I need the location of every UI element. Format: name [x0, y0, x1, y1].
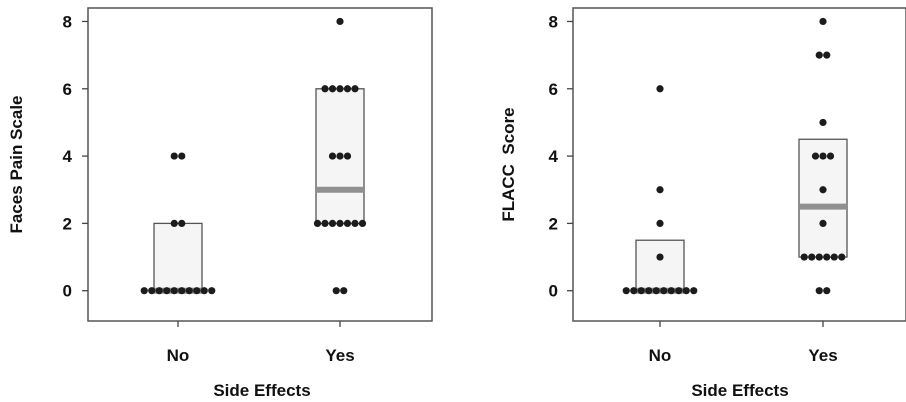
y-tick-label: 8: [63, 12, 72, 31]
data-point: [343, 219, 352, 227]
data-point: [819, 219, 827, 227]
data-point: [170, 219, 178, 227]
data-point: [826, 152, 835, 160]
data-point: [652, 287, 660, 295]
data-point: [838, 253, 846, 261]
y-tick-label: 0: [63, 282, 72, 301]
data-point: [332, 287, 340, 295]
x-axis-title: Side Effects: [691, 381, 788, 400]
data-point: [815, 253, 823, 261]
x-axis-title: Side Effects: [213, 381, 310, 400]
data-point: [819, 186, 827, 194]
data-point: [630, 287, 638, 295]
y-axis-title: FLACC Score: [499, 107, 518, 221]
data-point: [819, 17, 827, 26]
data-point: [321, 85, 329, 93]
data-point: [800, 253, 808, 261]
data-point: [656, 85, 664, 93]
x-tick-label-no: No: [649, 346, 672, 365]
y-tick-label: 2: [63, 214, 72, 233]
data-point: [178, 219, 186, 227]
data-point: [637, 287, 645, 295]
chart-panel-1: 0 2 4 6 8 No Yes Side Effects Faces Pain Scale: [7, 7, 433, 400]
data-point: [193, 287, 201, 295]
data-point: [185, 287, 193, 295]
data-point: [358, 219, 367, 227]
data-point: [660, 287, 668, 295]
x-tick-label-yes: Yes: [325, 346, 354, 365]
data-point: [155, 287, 163, 295]
chart-panel-2: 0 2 4 6 8 No Yes Side Effects FLACC Score: [499, 7, 906, 400]
data-point: [830, 253, 838, 261]
data-point: [656, 219, 664, 227]
data-point: [170, 152, 178, 160]
data-point: [336, 219, 344, 227]
data-point: [823, 287, 831, 295]
data-point: [340, 287, 348, 295]
plot-frame: [87, 7, 433, 322]
data-point: [343, 85, 352, 93]
y-tick-label: 8: [549, 12, 558, 31]
data-point: [656, 253, 664, 261]
data-point: [808, 253, 816, 261]
y-tick-label: 0: [549, 282, 558, 301]
data-point: [178, 287, 186, 295]
data-point: [682, 287, 690, 295]
data-point: [328, 85, 337, 93]
y-tick-label: 4: [549, 147, 559, 166]
data-point: [819, 118, 827, 127]
y-tick-label: 2: [549, 214, 558, 233]
data-point: [667, 287, 675, 295]
data-point: [170, 287, 178, 295]
y-tick-label: 6: [63, 80, 72, 99]
data-point: [645, 287, 653, 295]
x-tick-label-no: No: [167, 346, 190, 365]
y-tick-label: 4: [63, 147, 73, 166]
data-point: [313, 219, 322, 227]
data-point: [343, 152, 352, 160]
data-point: [823, 51, 831, 59]
x-tick-label-yes: Yes: [808, 346, 837, 365]
y-axis-title: Faces Pain Scale: [7, 96, 26, 234]
box-no: [635, 239, 685, 292]
y-tick-label: 6: [549, 80, 558, 99]
data-point: [336, 17, 344, 26]
data-point: [811, 152, 820, 160]
data-point: [351, 85, 359, 93]
data-point: [622, 287, 630, 295]
data-point: [815, 287, 823, 295]
data-point: [815, 51, 823, 59]
plot-frame: [572, 7, 906, 322]
data-point: [690, 287, 698, 295]
data-point: [208, 287, 216, 295]
data-point: [321, 219, 329, 227]
data-point: [351, 219, 359, 227]
data-point: [328, 219, 337, 227]
data-point: [200, 287, 208, 295]
data-point: [148, 287, 156, 295]
box-no: [153, 222, 203, 292]
data-point: [823, 253, 831, 261]
data-point: [328, 152, 337, 160]
data-point: [163, 287, 171, 295]
data-point: [336, 152, 344, 160]
data-point: [336, 85, 344, 93]
data-point: [819, 152, 827, 160]
data-point: [656, 186, 664, 194]
data-point: [675, 287, 683, 295]
data-point: [178, 152, 186, 160]
data-point: [140, 287, 148, 295]
